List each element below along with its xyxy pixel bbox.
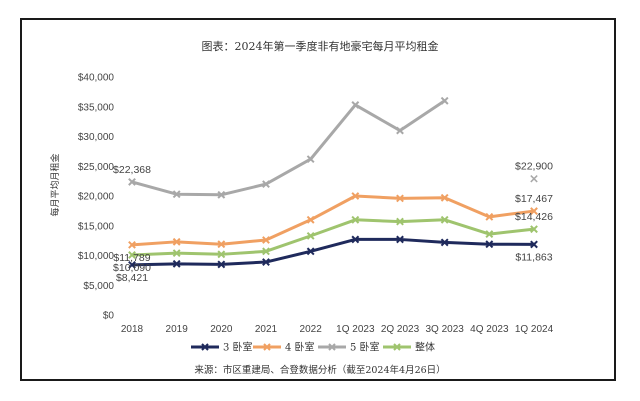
x-tick-label: 3Q 2023: [425, 324, 464, 335]
series-markers: [128, 96, 538, 269]
x-axis-ticks: 2018 2019 2020 2021 2022 1Q 2023 2Q 2023 3Q 202…: [121, 324, 554, 335]
series-line-2: [130, 99, 447, 197]
series-line-3: [130, 218, 536, 257]
line-chart: 图表：2024年第一季度非有地豪宅每月平均租金 每月平均月租金 $0 $5,000…: [49, 39, 554, 376]
data-point: [485, 240, 494, 249]
data-point: [440, 215, 449, 224]
legend-entry: 3 卧室: [191, 341, 253, 354]
data-point: [396, 217, 404, 226]
legend-entry: 5 卧室: [318, 341, 380, 354]
data-point: [306, 155, 315, 164]
y-axis-ticks: $0 $5,000 $10,000 $15,000 $20,000 $25,000 $30,…: [78, 73, 115, 322]
x-tick-label: 2022: [300, 324, 323, 335]
data-label: $22,368: [113, 164, 151, 176]
data-point: [440, 238, 449, 247]
y-tick-label: $25,000: [78, 162, 115, 173]
data-point: [128, 260, 136, 269]
data-point: [306, 215, 315, 224]
data-label: $10,090: [113, 262, 151, 274]
data-point: [351, 235, 360, 244]
data-point: [440, 193, 449, 202]
data-label: $22,900: [515, 161, 553, 173]
data-label: $11,863: [515, 251, 552, 263]
y-tick-label: $5,000: [83, 281, 114, 292]
data-label: $11,789: [113, 252, 150, 264]
legend-label: 3 卧室: [223, 341, 253, 354]
y-tick-label: $15,000: [78, 221, 115, 232]
data-point: [172, 249, 181, 258]
data-point: [306, 231, 315, 240]
data-point: [217, 240, 226, 249]
data-label: $14,426: [515, 211, 553, 223]
chart-frame: 图表：2024年第一季度非有地豪宅每月平均租金 每月平均月租金 $0 $5,000…: [20, 18, 616, 381]
data-point: [396, 194, 404, 203]
data-point: [530, 240, 538, 249]
x-tick-label: 2Q 2023: [381, 324, 420, 335]
y-tick-label: $10,000: [78, 251, 115, 262]
data-point: [217, 190, 226, 199]
x-tick-label: 1Q 2023: [336, 324, 375, 335]
data-point: [262, 180, 270, 189]
data-point: [217, 260, 226, 269]
data-point: [351, 215, 360, 224]
data-point: [217, 250, 226, 259]
data-point: [172, 190, 181, 199]
series-line-0: [130, 237, 536, 267]
x-tick-label: 2018: [121, 324, 144, 335]
data-point: [351, 101, 360, 109]
y-tick-label: $35,000: [78, 102, 115, 113]
legend: 3 卧室 4 卧室 5 卧室 整体: [191, 341, 435, 354]
y-axis-label: 每月平均月租金: [49, 153, 61, 216]
data-point: [530, 207, 538, 215]
data-point: [306, 247, 315, 256]
x-tick-label: 4Q 2023: [470, 324, 509, 335]
data-point: [440, 96, 449, 105]
x-tick-label: 2020: [210, 324, 233, 335]
data-point: [128, 178, 136, 186]
data-point: [530, 175, 538, 183]
data-point: [172, 259, 181, 268]
source-note: 来源：市区重建局、合登数据分析（截至2024年4月26日）: [194, 364, 445, 376]
legend-label: 整体: [415, 341, 435, 354]
data-label: $17,467: [515, 193, 553, 205]
x-tick-label: 2019: [166, 324, 189, 335]
data-point: [128, 251, 136, 259]
data-point: [128, 240, 136, 249]
data-label: $8,421: [116, 272, 148, 284]
y-tick-label: $0: [103, 311, 115, 322]
data-point: [351, 192, 360, 200]
data-point: [396, 235, 404, 244]
legend-label: 4 卧室: [285, 341, 315, 354]
data-labels: $22,368 $11,789$10,090$8,421 $22,900 $17,46…: [113, 161, 553, 284]
data-point: [262, 247, 270, 256]
series-line-1: [130, 194, 536, 247]
legend-label: 5 卧室: [350, 341, 380, 354]
x-tick-label: 2021: [255, 324, 278, 335]
data-point: [530, 225, 538, 234]
legend-entry: 4 卧室: [253, 341, 315, 354]
data-point: [485, 230, 494, 238]
y-tick-label: $40,000: [78, 73, 115, 84]
x-tick-label: 1Q 2024: [515, 324, 554, 335]
y-tick-label: $30,000: [78, 132, 115, 143]
data-point: [262, 258, 270, 266]
data-point: [262, 236, 270, 244]
legend-entry: 整体: [383, 341, 435, 354]
y-tick-label: $20,000: [78, 192, 115, 203]
data-point: [396, 126, 404, 135]
data-point: [172, 237, 181, 246]
series-lines: [130, 99, 536, 267]
chart-title: 图表：2024年第一季度非有地豪宅每月平均租金: [202, 39, 439, 53]
data-point: [485, 212, 494, 221]
